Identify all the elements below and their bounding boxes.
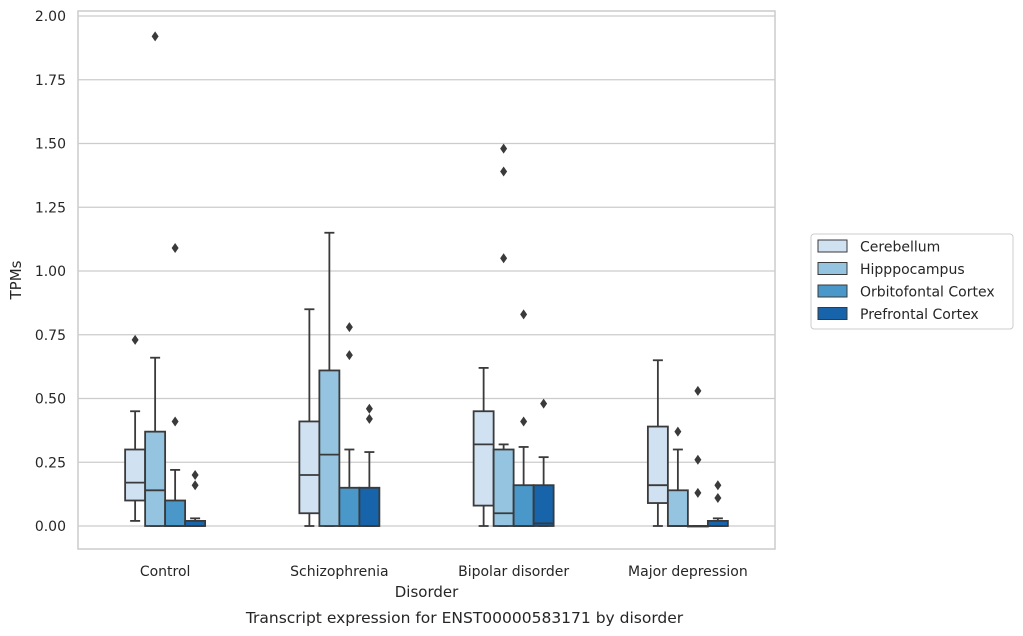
x-tick-label: Control bbox=[140, 564, 191, 580]
series-1 bbox=[144, 31, 689, 527]
y-tick-label: 0.50 bbox=[35, 392, 66, 408]
box bbox=[298, 308, 321, 527]
box bbox=[472, 366, 495, 527]
box-body bbox=[318, 369, 341, 527]
legend-swatch bbox=[817, 262, 848, 275]
legend-swatch bbox=[817, 307, 848, 320]
x-tick-label: Schizophrenia bbox=[290, 564, 388, 580]
outlier-point bbox=[500, 253, 508, 264]
chart-caption: Transcript expression for ENST0000058317… bbox=[245, 609, 684, 627]
box-body bbox=[358, 486, 381, 527]
outlier-point bbox=[191, 480, 199, 491]
outlier-point bbox=[345, 350, 353, 361]
outlier-point bbox=[171, 416, 179, 427]
box bbox=[124, 334, 147, 522]
legend-swatch bbox=[817, 239, 848, 253]
outlier-point bbox=[151, 31, 159, 42]
y-axis-label: TPMs bbox=[7, 260, 25, 300]
outlier-point bbox=[520, 309, 528, 320]
outlier-point bbox=[694, 385, 702, 396]
series-2 bbox=[164, 243, 709, 528]
outlier-point bbox=[694, 454, 702, 465]
box-body bbox=[124, 448, 147, 502]
legend-swatch bbox=[817, 284, 848, 298]
box bbox=[646, 359, 669, 527]
y-tick-label: 1.50 bbox=[35, 137, 66, 153]
box-series bbox=[124, 31, 729, 528]
box-body bbox=[338, 486, 361, 527]
box bbox=[666, 426, 689, 527]
box bbox=[144, 31, 167, 527]
outlier-point bbox=[714, 492, 722, 503]
box bbox=[512, 309, 535, 527]
x-axis-label: Disorder bbox=[395, 583, 459, 601]
y-tick-label: 0.75 bbox=[35, 328, 66, 344]
y-tick-label: 0.25 bbox=[35, 455, 66, 471]
box bbox=[318, 231, 341, 527]
x-tick-label: Major depression bbox=[628, 564, 748, 580]
box-body bbox=[144, 430, 167, 527]
outlier-point bbox=[694, 487, 702, 498]
outlier-point bbox=[171, 243, 179, 254]
outlier-point bbox=[131, 334, 139, 345]
outlier-point bbox=[520, 416, 528, 427]
box-body bbox=[512, 484, 535, 527]
x-axis-ticks: Control Schizophrenia Bipolar disorder Majo… bbox=[140, 564, 748, 580]
outlier-point bbox=[500, 143, 508, 154]
box-body bbox=[532, 484, 555, 527]
outlier-point bbox=[674, 426, 682, 437]
box bbox=[184, 470, 207, 527]
box bbox=[164, 243, 187, 527]
box bbox=[532, 398, 555, 527]
box-body bbox=[472, 410, 495, 507]
series-3 bbox=[184, 398, 729, 527]
y-tick-label: 1.25 bbox=[35, 200, 66, 216]
y-tick-label: 1.75 bbox=[35, 73, 66, 89]
x-tick-label: Bipolar disorder bbox=[458, 564, 569, 580]
y-tick-label: 1.00 bbox=[35, 264, 66, 280]
gridlines bbox=[78, 15, 775, 527]
box-body bbox=[164, 499, 187, 527]
outlier-point bbox=[365, 413, 373, 424]
y-tick-label: 0.00 bbox=[35, 519, 66, 535]
y-axis-ticks: 0.00 0.25 0.50 0.75 1.00 1.25 1.50 1.75 2.00 bbox=[35, 9, 66, 535]
legend-label: Prefrontal Cortex bbox=[860, 307, 979, 323]
legend: Cerebellum Hipppocampus Orbitofontal Corte… bbox=[810, 233, 1014, 330]
box-body bbox=[646, 425, 669, 504]
plot-frame bbox=[77, 10, 776, 550]
y-tick-label: 2.00 bbox=[35, 9, 66, 25]
outlier-point bbox=[191, 470, 199, 480]
box bbox=[358, 403, 381, 527]
box bbox=[686, 385, 709, 528]
outlier-point bbox=[345, 322, 353, 333]
outlier-point bbox=[540, 398, 548, 409]
legend-label: Hipppocampus bbox=[860, 262, 965, 278]
box-body bbox=[492, 448, 515, 527]
box-body bbox=[666, 489, 689, 527]
series-0 bbox=[124, 308, 669, 527]
outlier-point bbox=[500, 166, 508, 177]
box bbox=[338, 322, 361, 527]
legend-frame bbox=[810, 233, 1014, 330]
outlier-point bbox=[365, 403, 373, 414]
legend-label: Orbitofontal Cortex bbox=[860, 285, 995, 301]
box bbox=[706, 480, 729, 527]
legend-label: Cerebellum bbox=[860, 240, 940, 256]
box-body bbox=[298, 420, 321, 515]
outlier-point bbox=[714, 480, 722, 491]
